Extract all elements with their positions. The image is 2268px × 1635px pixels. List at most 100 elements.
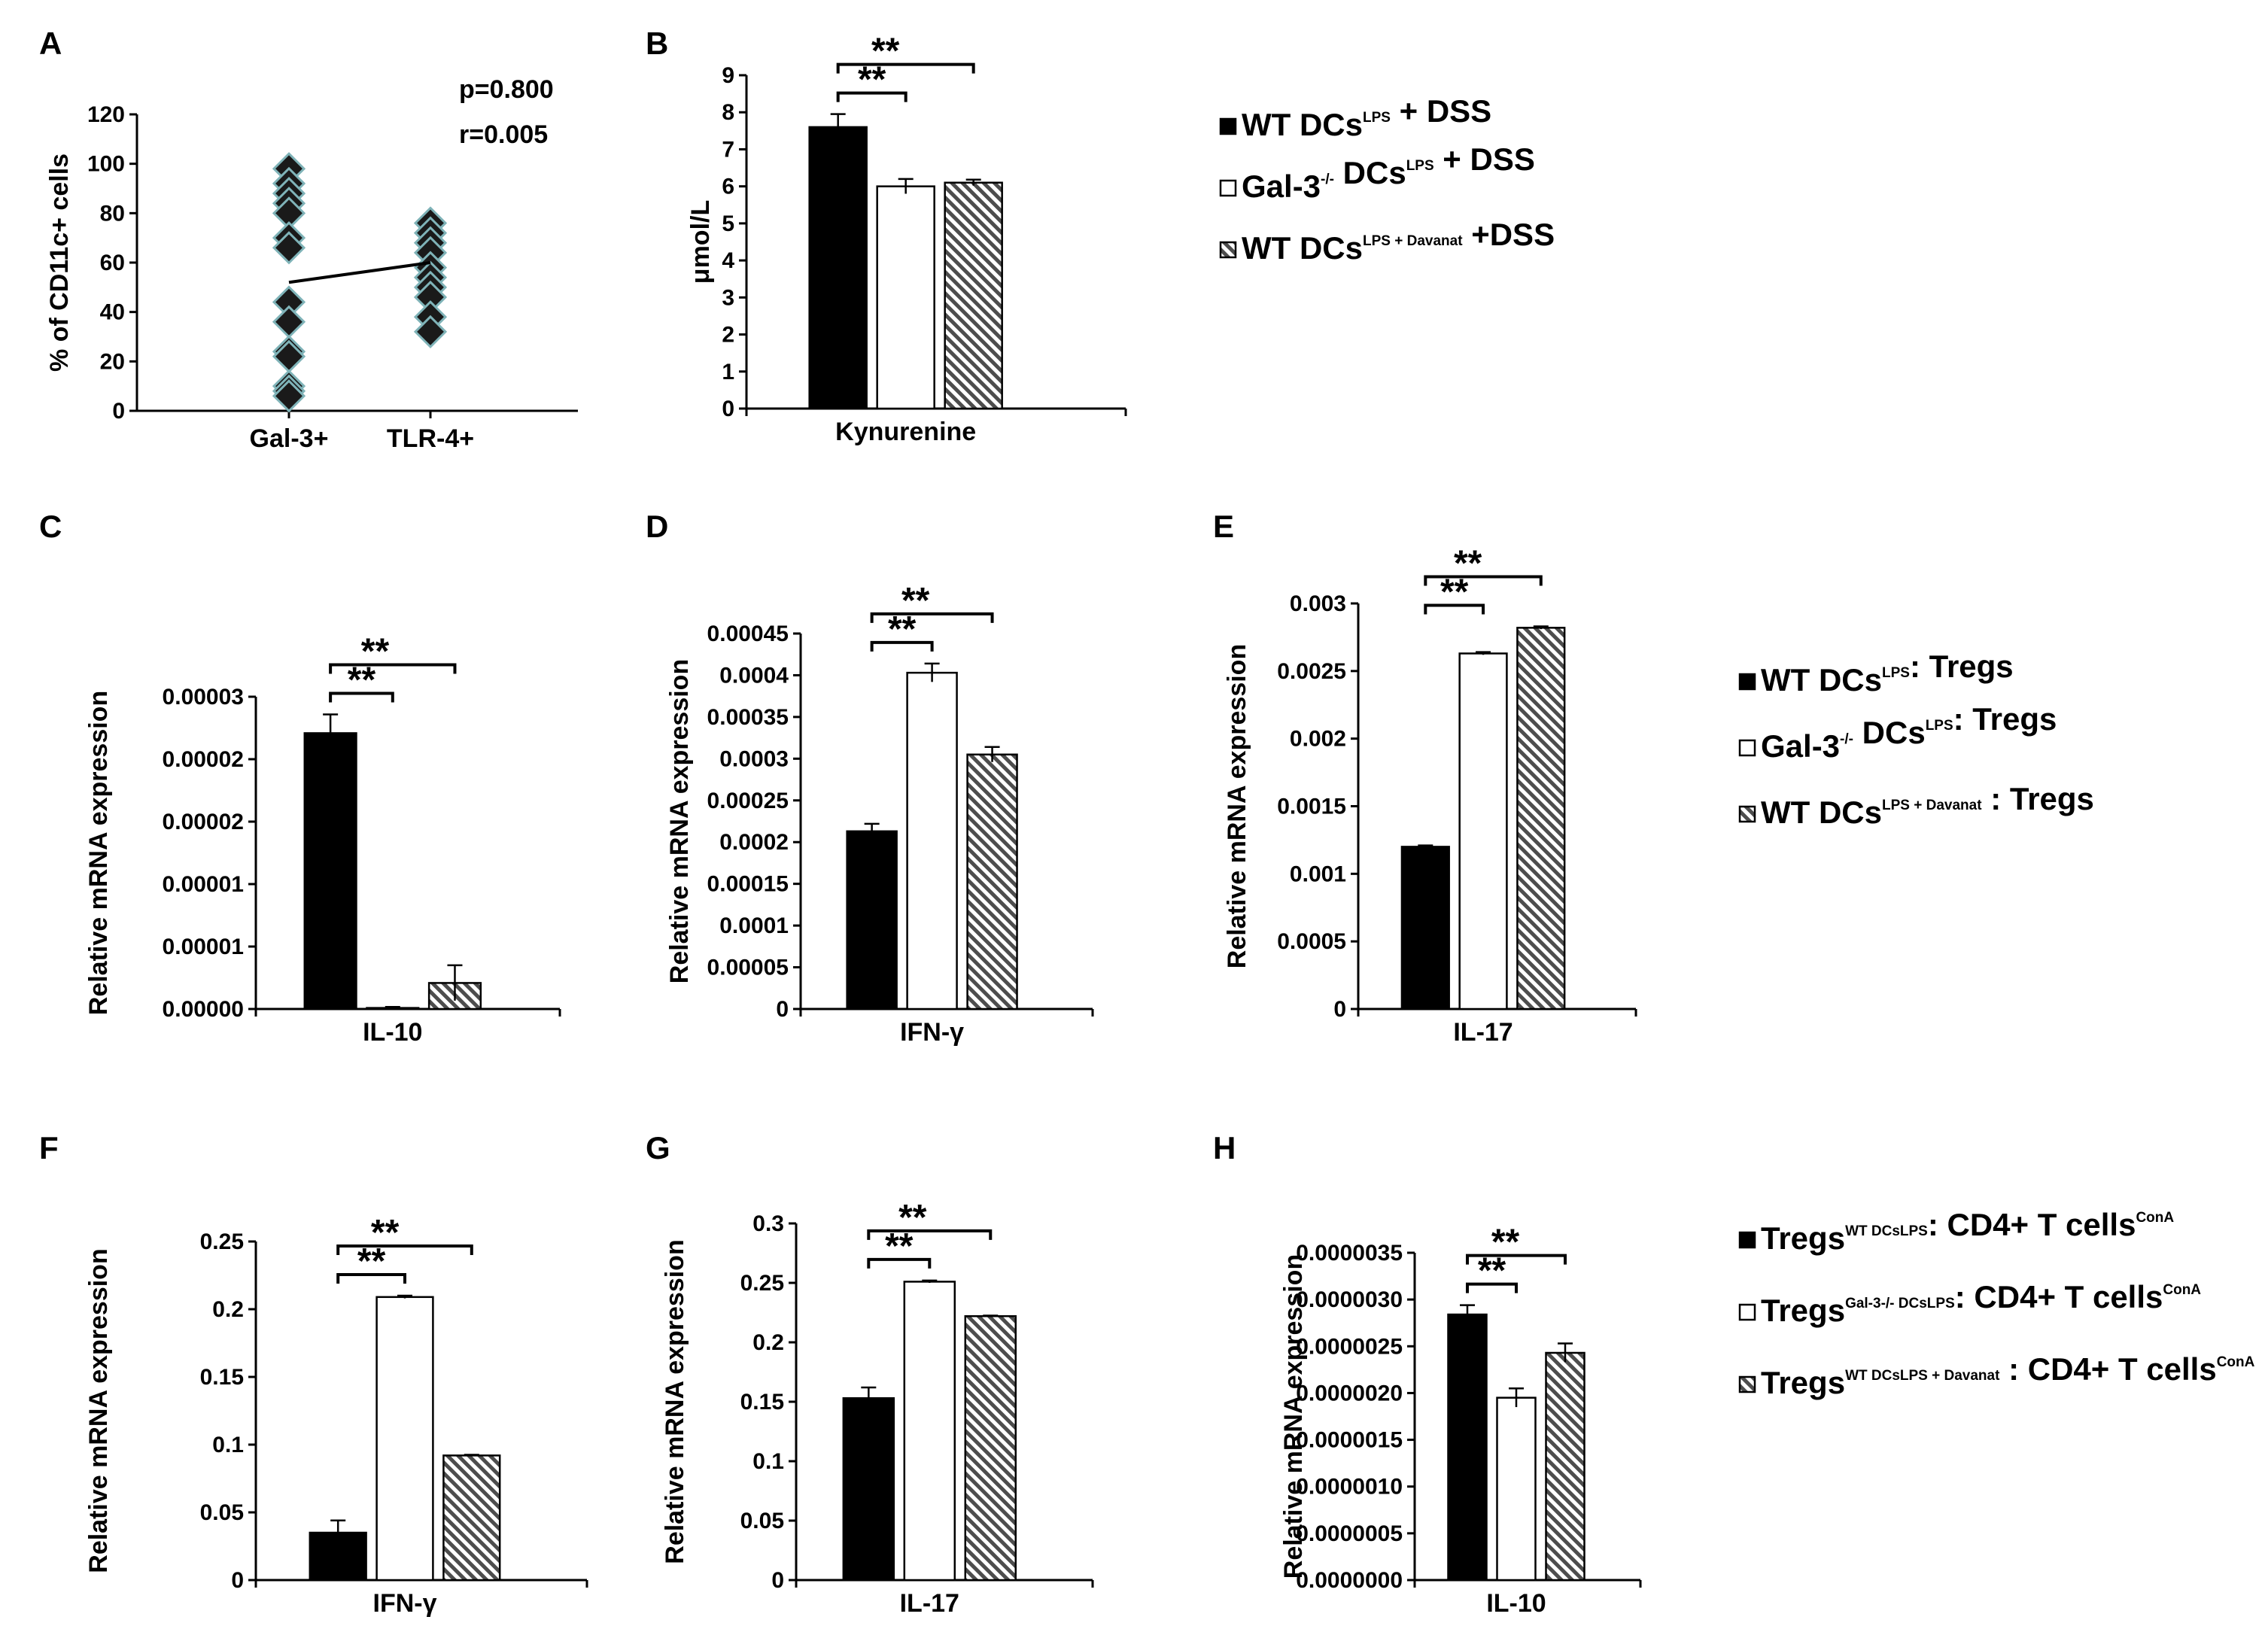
y-tick-label: 0.0000015 — [1296, 1428, 1403, 1453]
bar-davanat-dcs — [966, 753, 1018, 1010]
y-tick-label: 0 — [771, 1568, 784, 1593]
bar-wt-dcs — [1447, 1313, 1488, 1582]
legend-swatch — [1219, 179, 1237, 197]
y-axis-title: μmol/L — [686, 200, 715, 284]
legend-text: +DSS — [1463, 217, 1555, 252]
y-tick-label: 0.00001 — [163, 872, 244, 897]
significance-bracket — [329, 663, 457, 674]
panel-g: 0 0.05 0.1 0.15 0.2 0.25 0.3 Relative mRNA expr… — [661, 1198, 1094, 1618]
x-category-label: IFN-γ — [373, 1589, 437, 1618]
y-tick-label: 0.00015 — [707, 872, 789, 897]
y-tick-label: 0.15 — [740, 1390, 784, 1415]
significance-marker: ** — [871, 32, 900, 71]
bar-wt-dcs — [842, 1397, 895, 1582]
significance-bracket — [867, 1229, 993, 1240]
legend-swatch — [1738, 1231, 1756, 1249]
legend-label: Gal-3-/- DCsLPS: Tregs — [1761, 701, 2057, 764]
legend-superscript: Gal-3-/- DCsLPS — [1845, 1296, 1955, 1311]
y-tick-label: 0.0004 — [719, 663, 789, 688]
bar-gal3-dcs — [906, 671, 958, 1010]
y-tick-label: 0.0000020 — [1296, 1381, 1403, 1406]
y-tick-label: 0.003 — [1290, 591, 1346, 616]
y-tick-label: 0.15 — [200, 1365, 244, 1390]
legend-superscript: LPS — [1926, 718, 1953, 734]
significance-bracket — [1424, 575, 1543, 586]
scatter-point — [272, 231, 306, 265]
legend-item-e-3: WT DCsLPS + Davanat : Tregs — [1738, 781, 2094, 830]
y-tick-label: 0.00045 — [707, 621, 789, 646]
panel-h: 0.0000000 0.0000005 0.0000010 0.0000015 0.00… — [1279, 1223, 1642, 1618]
y-tick-label: 80 — [100, 201, 125, 226]
legend-text: Tregs — [1761, 1220, 1845, 1256]
y-axis-title: Relative mRNA expression — [84, 1248, 113, 1573]
panel-c: 0.00000 0.00001 0.00001 0.00002 0.00002 0.000… — [84, 632, 561, 1047]
legend-text: Tregs — [1761, 1293, 1845, 1328]
significance-bracket — [336, 1244, 473, 1255]
legend-text: DCs — [1334, 155, 1406, 190]
legend-item-h-2: TregsGal-3-/- DCsLPS: CD4+ T cellsConA — [1738, 1279, 2201, 1328]
significance-marker: ** — [1478, 1251, 1506, 1291]
y-tick-label: 0 — [112, 399, 125, 424]
legend-text: WT DCs — [1761, 662, 1882, 697]
y-tick-label: 0 — [1333, 997, 1346, 1022]
y-tick-label: 0.05 — [740, 1509, 784, 1533]
y-axis-title: % of CD11c+ cells — [45, 153, 74, 372]
y-tick-label: 0.0002 — [719, 830, 789, 855]
legend-swatch — [1738, 1375, 1756, 1393]
legend-superscript: ConA — [2136, 1210, 2174, 1226]
y-tick-label: 0.00005 — [707, 956, 789, 980]
legend-text: : Tregs — [1910, 649, 2014, 684]
y-tick-label: 0.002 — [1290, 727, 1346, 752]
legend-label: TregsGal-3-/- DCsLPS: CD4+ T cellsConA — [1761, 1279, 2201, 1328]
significance-marker: ** — [357, 1241, 386, 1281]
x-category-label: TLR-4+ — [387, 424, 474, 453]
y-tick-label: 20 — [100, 349, 125, 374]
legend-label: WT DCsLPS + DSS — [1242, 93, 1491, 142]
y-tick-label: 8 — [722, 100, 734, 125]
y-tick-label: 0.0000030 — [1296, 1287, 1403, 1312]
significance-marker: ** — [1454, 544, 1482, 584]
y-axis-title: Relative mRNA expression — [84, 691, 113, 1015]
y-tick-label: 3 — [722, 285, 734, 310]
legend-item-b-1: WT DCsLPS + DSS — [1219, 93, 1491, 142]
legend-superscript: LPS — [1363, 110, 1391, 126]
legend-superscript: ConA — [2163, 1282, 2201, 1298]
y-tick-label: 5 — [722, 211, 734, 236]
x-category-label: Gal-3+ — [250, 424, 329, 453]
y-tick-label: 0.2 — [212, 1297, 244, 1322]
panel-label-d: D — [646, 509, 668, 544]
y-tick-label: 0.0000000 — [1296, 1568, 1403, 1593]
y-tick-label: 0.0000025 — [1296, 1334, 1403, 1359]
legend-text: : CD4+ T cells — [1928, 1207, 2136, 1242]
y-tick-label: 9 — [722, 63, 734, 88]
panel-label-e: E — [1213, 509, 1234, 544]
significance-bracket — [870, 612, 994, 623]
significance-marker: ** — [888, 609, 917, 649]
legend-text: WT DCs — [1761, 795, 1882, 830]
legend-swatch — [1738, 673, 1756, 691]
legend-text: DCs — [1853, 715, 1926, 750]
legend-swatch — [1738, 739, 1756, 757]
y-tick-label: 0.1 — [752, 1449, 784, 1474]
y-axis-title: Relative mRNA expression — [665, 659, 694, 983]
legend-label: WT DCsLPS: Tregs — [1761, 649, 2014, 697]
legend-text: WT DCs — [1242, 230, 1363, 266]
legend-superscript: WT DCsLPS + Davanat — [1845, 1368, 2000, 1384]
bar-gal3-dcs — [375, 1296, 434, 1582]
legend-text: : CD4+ T cells — [1955, 1279, 2163, 1314]
legend-swatch — [1738, 1303, 1756, 1321]
y-tick-label: 120 — [87, 102, 125, 127]
significance-marker: ** — [898, 1198, 927, 1238]
y-tick-label: 0.00025 — [707, 789, 789, 813]
y-tick-label: 0 — [722, 397, 734, 421]
bar-wt-dcs — [808, 126, 868, 410]
x-category-label: IL-17 — [900, 1589, 959, 1618]
y-tick-label: 0.0000010 — [1296, 1475, 1403, 1500]
x-category-label: IL-17 — [1453, 1018, 1513, 1047]
bar-wt-dcs — [846, 830, 898, 1010]
bar-davanat-dcs — [442, 1454, 501, 1582]
legend-text: WT DCs — [1242, 107, 1363, 142]
